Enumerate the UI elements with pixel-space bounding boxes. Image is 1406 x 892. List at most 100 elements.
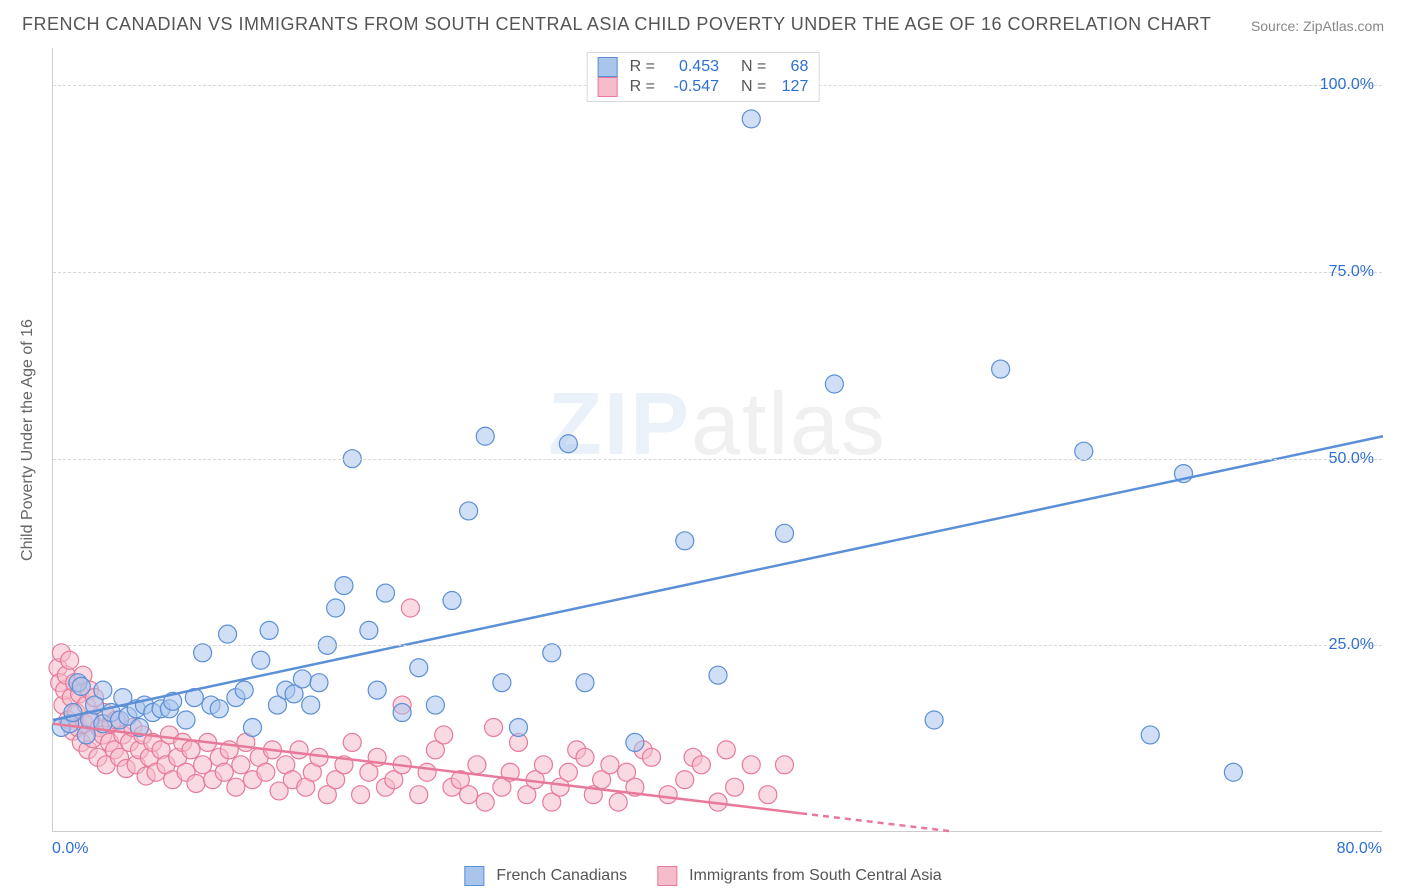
data-point [676, 532, 694, 550]
data-point [410, 659, 428, 677]
data-point [215, 763, 233, 781]
data-point [1075, 442, 1093, 460]
data-point [290, 741, 308, 759]
data-point [210, 700, 228, 718]
data-point [576, 674, 594, 692]
legend-item-1: Immigrants from South Central Asia [657, 866, 942, 886]
y-tick: 100.0% [1320, 76, 1374, 94]
data-point [776, 524, 794, 542]
data-point [393, 704, 411, 722]
source-link[interactable]: ZipAtlas.com [1303, 18, 1384, 34]
y-tick: 50.0% [1329, 450, 1374, 468]
legend-swatch-0 [464, 866, 484, 886]
data-point [510, 718, 528, 736]
data-point [182, 741, 200, 759]
data-point [177, 711, 195, 729]
data-point [435, 726, 453, 744]
data-point [709, 666, 727, 684]
data-point [418, 763, 436, 781]
data-point [460, 786, 478, 804]
data-point [776, 756, 794, 774]
swatch-series-0 [598, 57, 618, 77]
r-value-0: 0.453 [663, 58, 719, 76]
data-point [64, 704, 82, 722]
data-point [534, 756, 552, 774]
data-point [194, 644, 212, 662]
gridline [53, 645, 1382, 646]
data-point [543, 644, 561, 662]
data-point [377, 584, 395, 602]
n-label-0: N = [741, 58, 766, 76]
data-point [235, 681, 253, 699]
data-point [343, 733, 361, 751]
data-point [244, 718, 262, 736]
data-point [717, 741, 735, 759]
n-value-1: 127 [774, 78, 808, 96]
data-point [601, 756, 619, 774]
r-value-1: -0.547 [663, 78, 719, 96]
data-point [302, 696, 320, 714]
x-tick-max: 80.0% [1337, 840, 1382, 858]
data-point [676, 771, 694, 789]
n-value-0: 68 [774, 58, 808, 76]
data-point [401, 599, 419, 617]
x-tick-min: 0.0% [52, 840, 88, 858]
swatch-series-1 [598, 77, 618, 97]
data-point [410, 786, 428, 804]
y-tick: 25.0% [1329, 636, 1374, 654]
correlation-chart: FRENCH CANADIAN VS IMMIGRANTS FROM SOUTH… [0, 0, 1406, 892]
trend-line [801, 813, 951, 831]
data-point [742, 110, 760, 128]
stats-legend: R = 0.453 N = 68 R = -0.547 N = 127 [587, 52, 820, 102]
data-point [626, 733, 644, 751]
data-point [659, 786, 677, 804]
plot-area: ZIPatlas 25.0%50.0%75.0%100.0% [52, 48, 1382, 832]
data-point [476, 427, 494, 445]
data-point [726, 778, 744, 796]
data-point [443, 592, 461, 610]
data-point [187, 774, 205, 792]
y-tick: 75.0% [1329, 263, 1374, 281]
data-point [692, 756, 710, 774]
legend-item-0: French Canadians [464, 866, 627, 886]
data-point [485, 718, 503, 736]
data-point [825, 375, 843, 393]
data-point [310, 674, 328, 692]
data-point [468, 756, 486, 774]
data-point [493, 674, 511, 692]
data-point [360, 621, 378, 639]
chart-title: FRENCH CANADIAN VS IMMIGRANTS FROM SOUTH… [22, 14, 1211, 35]
data-point [609, 793, 627, 811]
stats-row-series-1: R = -0.547 N = 127 [598, 77, 809, 97]
data-point [925, 711, 943, 729]
data-point [232, 756, 250, 774]
legend-label-1: Immigrants from South Central Asia [689, 867, 942, 885]
data-point [476, 793, 494, 811]
data-point [368, 681, 386, 699]
data-point [460, 502, 478, 520]
data-point [327, 599, 345, 617]
legend-swatch-1 [657, 866, 677, 886]
data-point [426, 696, 444, 714]
data-point [260, 621, 278, 639]
source-attribution: Source: ZipAtlas.com [1251, 18, 1384, 34]
data-point [1224, 763, 1242, 781]
bottom-legend: French Canadians Immigrants from South C… [464, 866, 941, 886]
data-point [94, 681, 112, 699]
gridline [53, 459, 1382, 460]
data-point [227, 778, 245, 796]
data-point [576, 748, 594, 766]
data-point [72, 677, 90, 695]
data-point [257, 763, 275, 781]
data-point [992, 360, 1010, 378]
data-point [559, 435, 577, 453]
data-point [219, 625, 237, 643]
data-point [352, 786, 370, 804]
data-point [61, 651, 79, 669]
y-axis-label: Child Poverty Under the Age of 16 [19, 319, 37, 561]
n-label-1: N = [741, 78, 766, 96]
scatter-svg [53, 48, 1382, 831]
data-point [643, 748, 661, 766]
legend-label-0: French Canadians [496, 867, 627, 885]
gridline [53, 272, 1382, 273]
